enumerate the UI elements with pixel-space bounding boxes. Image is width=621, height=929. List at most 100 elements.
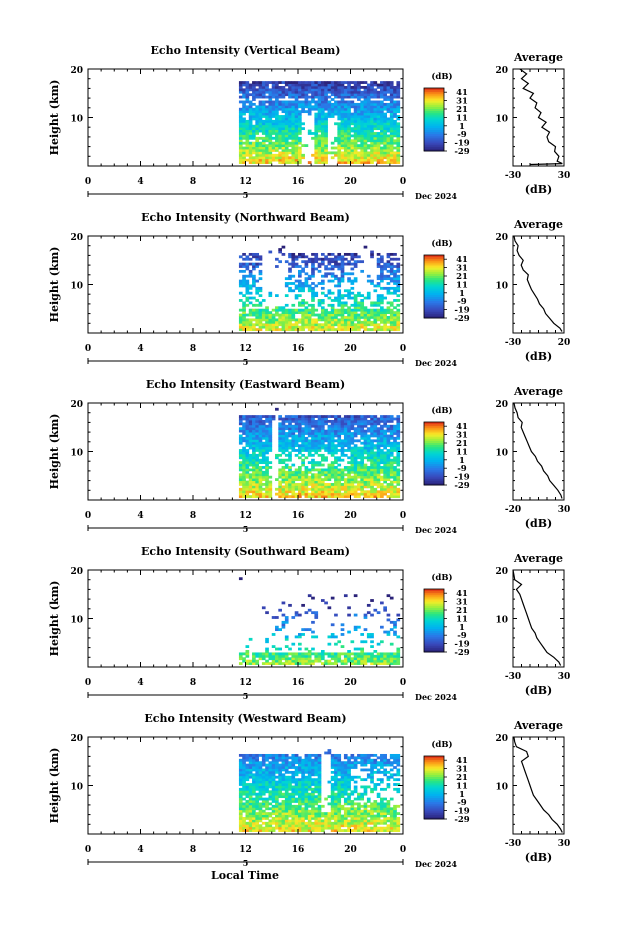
heatmap-cell	[383, 606, 387, 610]
heatmap-cell	[261, 313, 266, 317]
heatmap-cell	[314, 446, 319, 450]
colorbar-segment	[424, 294, 444, 298]
heatmap-cell	[291, 446, 296, 450]
heatmap-cell	[370, 654, 374, 658]
heatmap-cell	[307, 419, 312, 423]
heatmap-cell	[301, 127, 305, 131]
heatmap-cell	[393, 115, 397, 118]
heatmap-cell	[370, 490, 374, 494]
heatmap-cell	[242, 88, 246, 92]
heatmap-cell	[340, 432, 345, 435]
heatmap-cell	[275, 662, 279, 665]
heatmap-cell	[370, 657, 374, 661]
heatmap-cell	[238, 480, 243, 484]
heatmap-cell	[304, 480, 309, 484]
heatmap-cell	[301, 441, 305, 445]
heatmap-cell	[242, 456, 246, 460]
heatmap-cell	[334, 313, 338, 317]
heatmap-cell	[238, 780, 243, 784]
heatmap-cell	[245, 439, 250, 443]
heatmap-cell	[343, 434, 348, 438]
heatmap-cell	[380, 657, 384, 661]
heatmap-cell	[373, 122, 378, 126]
heatmap-cell	[393, 88, 397, 92]
heatmap-cell	[320, 124, 325, 128]
heatmap-cell	[271, 318, 276, 322]
heatmap-cell	[366, 144, 371, 147]
colorbar-segment	[424, 445, 444, 448]
heatmap-cell	[278, 90, 282, 94]
heatmap-cell	[376, 124, 381, 128]
heatmap-cell	[294, 419, 299, 423]
heatmap-cell	[294, 286, 299, 290]
heatmap-cell	[242, 485, 246, 489]
heatmap-cell	[353, 296, 358, 300]
heatmap-cell	[393, 153, 397, 157]
average-x-tick-label: 20	[558, 338, 571, 348]
heatmap-cell	[261, 453, 266, 457]
heatmap-cell	[298, 495, 302, 498]
heatmap-cell	[314, 323, 319, 327]
heatmap-cell	[275, 616, 279, 619]
heatmap-cell	[370, 156, 374, 160]
heatmap-cell	[337, 110, 342, 114]
heatmap-cell	[386, 255, 391, 259]
heatmap-cell	[396, 417, 401, 421]
heatmap-cell	[389, 139, 394, 143]
heatmap-cell	[275, 141, 279, 145]
heatmap-cell	[347, 320, 351, 324]
heatmap-cell	[245, 132, 250, 135]
heatmap-cell	[265, 783, 269, 786]
heatmap-cell	[242, 124, 246, 128]
heatmap-cell	[248, 761, 253, 765]
heatmap-cell	[357, 134, 361, 138]
heatmap-cell	[360, 112, 365, 116]
heatmap-cell	[271, 129, 276, 133]
heatmap-cell	[327, 424, 332, 428]
heatmap-cell	[380, 156, 384, 160]
heatmap-cell	[376, 492, 381, 496]
heatmap-cell	[307, 88, 312, 92]
heatmap-cell	[238, 100, 243, 104]
heatmap-cell	[360, 156, 365, 160]
heatmap-cell	[291, 161, 296, 164]
heatmap-cell	[357, 449, 361, 452]
heatmap-cell	[311, 620, 315, 624]
heatmap-cell	[376, 325, 381, 329]
heatmap-cell	[245, 415, 250, 418]
heatmap-cell	[255, 318, 260, 322]
heatmap-cell	[350, 100, 355, 104]
heatmap-cell	[307, 325, 312, 329]
heatmap-cell	[363, 415, 368, 418]
heatmap-cell	[248, 490, 253, 494]
heatmap-cell	[386, 461, 391, 465]
heatmap-cell	[350, 311, 355, 314]
heatmap-cell	[294, 441, 299, 445]
heatmap-cell	[353, 594, 358, 598]
heatmap-cell	[261, 308, 266, 312]
heatmap-cell	[265, 136, 269, 140]
heatmap-cell	[393, 102, 397, 106]
heatmap-cell	[320, 306, 325, 310]
heatmap-cell	[343, 134, 348, 138]
heatmap-cell	[340, 141, 345, 145]
heatmap-cell	[370, 328, 374, 331]
heatmap-cell	[337, 93, 342, 97]
heatmap-cell	[291, 127, 296, 131]
heatmap-cell	[245, 768, 250, 772]
heatmap-cell	[242, 758, 246, 762]
heatmap-cell	[268, 88, 273, 92]
colorbar-segment	[424, 643, 444, 647]
heatmap-cell	[357, 129, 361, 133]
colorbar-segment	[424, 288, 444, 292]
heatmap-cell	[337, 432, 342, 435]
heatmap-cell	[370, 415, 374, 418]
heatmap-cell	[281, 417, 286, 421]
heatmap-cell	[271, 88, 276, 92]
heatmap-cell	[380, 654, 384, 658]
heatmap-cell	[258, 316, 263, 319]
heatmap-cell	[393, 659, 397, 663]
heatmap-cell	[271, 829, 276, 832]
heatmap-cell	[396, 495, 401, 498]
heatmap-cell	[245, 429, 250, 433]
